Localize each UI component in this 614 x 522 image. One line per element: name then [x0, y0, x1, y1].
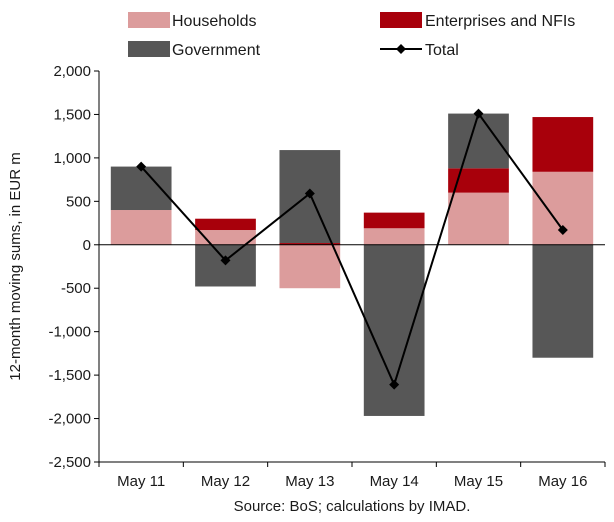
total-point	[389, 379, 400, 390]
bar-households	[195, 230, 256, 245]
legend-label-households: Households	[172, 13, 257, 30]
bar-enterprises-and-nfis	[279, 243, 341, 245]
legend-swatch-marker-total	[396, 44, 406, 54]
bar-enterprises-and-nfis	[363, 212, 425, 229]
bar-households	[363, 228, 425, 245]
bar-enterprises-and-nfis	[532, 117, 594, 172]
bar-government	[195, 244, 256, 287]
x-tick-label: May 14	[370, 473, 419, 490]
total-point	[473, 108, 484, 119]
x-tick-label: May 11	[117, 473, 165, 490]
x-tick-label: May 16	[538, 473, 587, 490]
source-note: Source: BoS; calculations by IMAD.	[234, 498, 471, 515]
x-tick-label: May 12	[201, 473, 250, 490]
total-point	[136, 161, 147, 172]
y-tick-label: 500	[66, 193, 91, 210]
bar-households	[448, 192, 509, 245]
total-point	[304, 188, 315, 199]
bar-government	[363, 244, 425, 416]
x-axis: May 11 May 12 May 13 May 14 May 15 May 16	[98, 244, 606, 490]
y-tick-label: -1,000	[48, 324, 91, 341]
bar-government	[532, 244, 594, 358]
y-tick-label: 2,000	[53, 63, 91, 80]
x-tick-label: May 13	[285, 473, 334, 490]
legend-label-total: Total	[425, 42, 459, 59]
legend-swatch-households	[128, 12, 170, 28]
y-tick-label: -2,000	[48, 411, 91, 428]
bar-enterprises-and-nfis	[195, 218, 256, 231]
bars	[110, 113, 594, 416]
x-tick-label: May 15	[454, 473, 503, 490]
total-series-line	[140, 111, 564, 388]
total-point	[220, 255, 231, 266]
bar-government	[110, 166, 172, 211]
legend-label-enterprises-and-nfis: Enterprises and NFIs	[425, 13, 575, 30]
y-tick-label: -2,500	[48, 454, 91, 471]
y-tick-label: 1,000	[53, 150, 91, 167]
bar-government	[448, 113, 509, 169]
bar-households	[279, 244, 341, 289]
total-line	[136, 108, 568, 390]
legend: Households Enterprises and NFIs Government…	[128, 12, 575, 59]
legend-label-government: Government	[172, 42, 261, 59]
legend-swatch-enterprises-and-nfis	[380, 12, 422, 28]
y-tick-label: -500	[61, 280, 91, 297]
y-axis: 2,000 1,500 1,000 500 0 -500 -1,000 -1,500 -2,00…	[48, 63, 100, 471]
y-tick-label: -1,500	[48, 367, 91, 384]
bar-households	[110, 210, 172, 245]
y-tick-label: 1,500	[53, 106, 91, 123]
y-axis-title: 12-month moving sums, in EUR m	[7, 152, 24, 380]
legend-swatch-government	[128, 41, 170, 57]
y-tick-label: 0	[83, 237, 91, 254]
total-point	[557, 225, 568, 236]
